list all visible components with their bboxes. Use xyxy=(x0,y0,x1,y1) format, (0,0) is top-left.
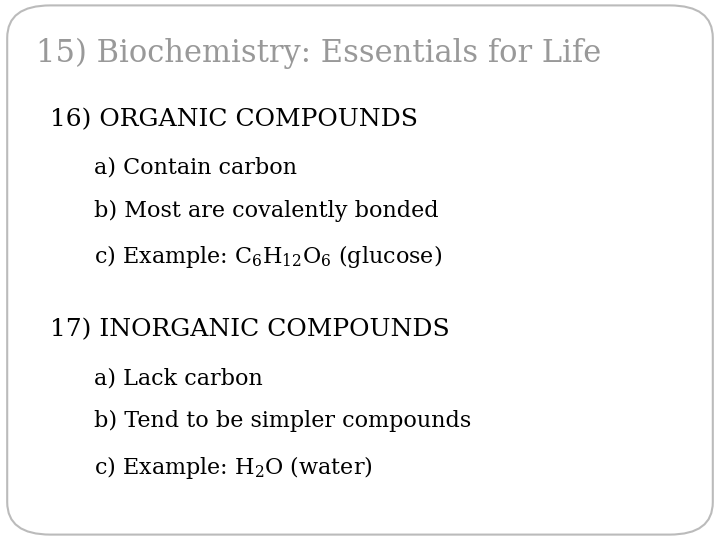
Text: 17) INORGANIC COMPOUNDS: 17) INORGANIC COMPOUNDS xyxy=(50,319,450,342)
Text: b) Most are covalently bonded: b) Most are covalently bonded xyxy=(94,200,438,222)
Text: c) Example: $\mathregular{H_2O}$ (water): c) Example: $\mathregular{H_2O}$ (water) xyxy=(94,454,372,481)
Text: c) Example: $\mathregular{C_6H_{12}O_6}$ (glucose): c) Example: $\mathregular{C_6H_{12}O_6}$… xyxy=(94,243,441,270)
Text: a) Contain carbon: a) Contain carbon xyxy=(94,157,297,179)
FancyBboxPatch shape xyxy=(7,5,713,535)
Text: a) Lack carbon: a) Lack carbon xyxy=(94,367,262,389)
Text: 16) ORGANIC COMPOUNDS: 16) ORGANIC COMPOUNDS xyxy=(50,108,418,131)
Text: b) Tend to be simpler compounds: b) Tend to be simpler compounds xyxy=(94,410,471,433)
Text: 15) Biochemistry: Essentials for Life: 15) Biochemistry: Essentials for Life xyxy=(36,38,601,69)
